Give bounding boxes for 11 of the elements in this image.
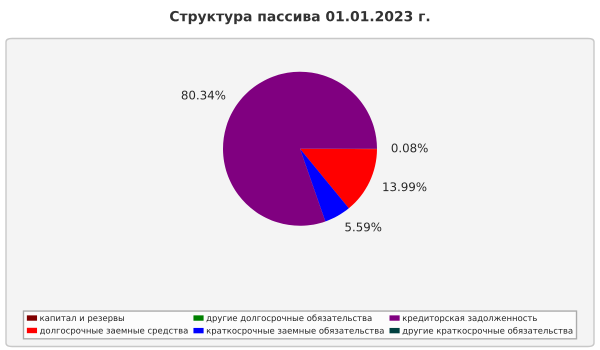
legend-label: другие долгосрочные обязательства	[206, 314, 372, 323]
legend-label: кредиторская задолженность	[402, 316, 537, 323]
data-label: 0.08%	[392, 143, 428, 152]
chart-title: Структура пассива 01.01.2023 г.	[170, 10, 430, 24]
data-label: 80.34%	[182, 90, 226, 100]
data-label: 13.99%	[383, 182, 426, 192]
data-label: 5.59%	[345, 222, 382, 232]
legend-label: долгосрочные заемные средства	[40, 328, 188, 336]
legend-label: другие краткосрочные обязательства	[402, 327, 572, 336]
legend-label: капитал и резервы	[40, 316, 124, 323]
legend-label: краткосрочные заемные обязательства	[206, 327, 384, 336]
